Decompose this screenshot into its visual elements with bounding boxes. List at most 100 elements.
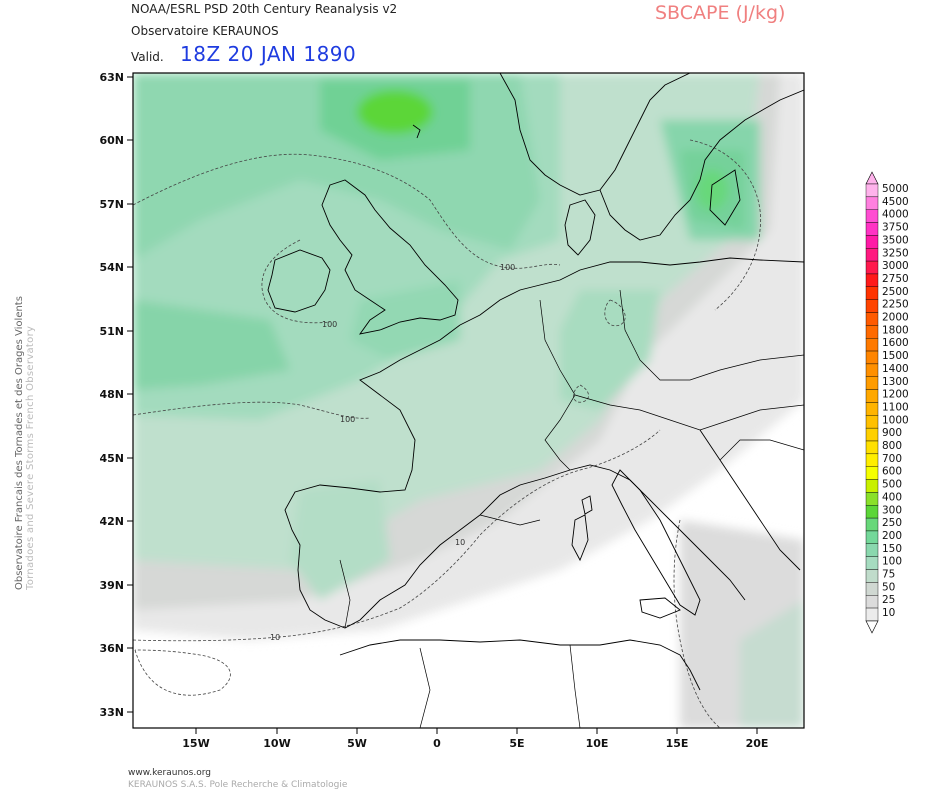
lon-tick: 5W	[347, 737, 367, 750]
legend-label: 50	[882, 581, 895, 593]
continental-north-coast	[459, 257, 804, 326]
coastlines	[267, 73, 804, 728]
longitude-axis: 15W 10W 5W 0 5E 10E 15E 20E	[182, 728, 768, 750]
legend-swatch	[865, 338, 879, 352]
sweden-coast	[599, 89, 804, 241]
north-africa-coast	[339, 639, 701, 691]
legend-label: 1800	[882, 324, 909, 336]
legend-swatch	[865, 427, 879, 442]
legend-swatch	[865, 505, 879, 519]
lon-tick: 0	[433, 737, 441, 750]
portugal-border	[339, 559, 351, 629]
legend-swatch	[865, 286, 879, 300]
legend-swatch	[865, 273, 879, 288]
balkan-border	[719, 439, 804, 461]
map-frame	[132, 72, 805, 729]
mediterranean-coast	[479, 464, 746, 601]
lat-tick: 51N	[99, 325, 124, 338]
legend-swatch	[865, 209, 879, 223]
algeria-tunisia-border	[569, 644, 581, 728]
parameter-title: SBCAPE (J/kg)	[655, 2, 786, 24]
legend-swatch	[865, 350, 879, 365]
legend-swatch	[865, 415, 879, 429]
legend-label: 400	[882, 491, 902, 503]
legend-swatch	[865, 312, 879, 326]
legend-swatch	[865, 543, 879, 557]
legend-swatch	[865, 492, 879, 506]
lat-tick: 57N	[99, 198, 124, 211]
contour-labels: 100 100 100 10 10	[270, 263, 515, 642]
legend-swatch	[865, 556, 879, 570]
legend-label: 300	[882, 504, 902, 516]
legend-label: 4500	[882, 196, 909, 208]
legend-swatch	[865, 569, 879, 583]
lat-tick: 39N	[99, 579, 124, 592]
lon-tick: 10E	[586, 737, 609, 750]
legend-label: 3750	[882, 222, 909, 234]
faroe-coast	[412, 124, 421, 139]
france-border	[539, 299, 576, 471]
legend-label: 10	[882, 607, 895, 619]
legend-swatch	[865, 517, 879, 532]
legend-label: 1500	[882, 350, 909, 362]
sardinia-coast	[571, 514, 589, 562]
legend-label: 900	[882, 427, 902, 439]
contour-label: 10	[455, 538, 465, 547]
legend-swatch	[865, 325, 879, 339]
legend-label: 3250	[882, 247, 909, 259]
colorbar-legend: 5000450040003750350032503000275025002250…	[865, 171, 909, 634]
legend-min-arrow	[865, 620, 879, 634]
legend-label: 150	[882, 543, 902, 555]
legend-label: 200	[882, 530, 902, 542]
legend-swatch	[865, 183, 879, 198]
organization-title: Observatoire KERAUNOS	[131, 24, 279, 38]
legend-swatch	[865, 299, 879, 313]
valid-time: 18Z 20 JAN 1890	[180, 42, 357, 66]
legend-label: 2750	[882, 273, 909, 285]
legend-swatch	[865, 248, 879, 262]
legend-label: 3000	[882, 260, 909, 272]
legend-label: 2000	[882, 312, 909, 324]
legend-swatch	[865, 530, 879, 545]
legend-swatch	[865, 196, 879, 210]
italy-coast	[611, 469, 701, 616]
map-panel: 100 100 100 10 10	[133, 73, 804, 728]
source-title: NOAA/ESRL PSD 20th Century Reanalysis v2	[131, 2, 398, 16]
lon-tick: 20E	[746, 737, 769, 750]
great-britain-coast	[321, 179, 459, 335]
legend-swatch	[865, 389, 879, 403]
legend-label: 700	[882, 453, 902, 465]
legend-swatch	[865, 402, 879, 416]
legend-label: 1300	[882, 376, 909, 388]
morocco-border	[419, 647, 431, 728]
lon-tick: 10W	[263, 737, 290, 750]
legend-swatch	[865, 376, 879, 390]
pyrenees-border	[479, 514, 541, 526]
lon-tick: 5E	[509, 737, 524, 750]
footer-website: www.keraunos.org	[128, 768, 211, 778]
latitude-axis: 63N 60N 57N 54N 51N 48N 45N 42N 39N 36N …	[99, 71, 133, 719]
legend-label: 1600	[882, 337, 909, 349]
legend-label: 100	[882, 556, 902, 568]
footer-company: KERAUNOS S.A.S. Pole Recherche & Climato…	[128, 780, 348, 790]
legend-swatch	[865, 479, 879, 493]
legend-swatch	[865, 582, 879, 596]
legend-label: 2500	[882, 286, 909, 298]
legend-swatch	[865, 453, 879, 467]
lat-tick: 54N	[99, 261, 124, 274]
legend-label: 75	[882, 569, 895, 581]
lat-tick: 36N	[99, 642, 124, 655]
legend-max-arrow	[865, 171, 879, 185]
lat-tick: 33N	[99, 706, 124, 719]
legend-label: 1000	[882, 414, 909, 426]
ireland-coast	[267, 249, 331, 313]
legend-label: 250	[882, 517, 902, 529]
legend-swatch	[865, 235, 879, 249]
legend-label: 1100	[882, 401, 909, 413]
contour-label: 100	[500, 263, 515, 272]
lat-tick: 42N	[99, 515, 124, 528]
gotland-coast	[709, 169, 741, 226]
contour-label: 100	[322, 320, 337, 329]
lat-tick: 45N	[99, 452, 124, 465]
